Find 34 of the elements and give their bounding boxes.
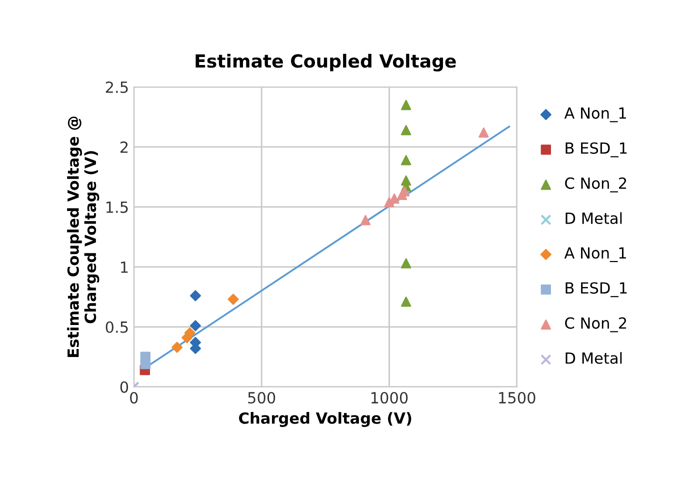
legend-label: B ESD_1 bbox=[566, 282, 627, 298]
x-axis-title: Charged Voltage (V) bbox=[239, 412, 412, 427]
y-tick-label: 2.5 bbox=[106, 81, 128, 94]
y-tick-label: 2 bbox=[120, 141, 128, 153]
point bbox=[478, 127, 489, 138]
legend-label: B ESD_1 bbox=[566, 142, 627, 158]
y-axis-title: Estimate Coupled Voltage @ Charged Voltage (V) bbox=[67, 116, 100, 357]
y-tick-label: 1 bbox=[121, 262, 128, 273]
point bbox=[400, 100, 412, 110]
legend-label: C Non_2 bbox=[565, 177, 626, 192]
point bbox=[228, 294, 239, 305]
point bbox=[190, 290, 201, 302]
point bbox=[400, 155, 412, 166]
legend-label: C Non_2 bbox=[565, 317, 626, 332]
x-tick-label: 500 bbox=[248, 392, 276, 404]
legend-label: D Metal bbox=[566, 212, 622, 224]
legend-label: D Metal bbox=[566, 352, 622, 364]
point bbox=[184, 327, 196, 338]
point bbox=[190, 320, 201, 332]
x-tick-label: 1500 bbox=[499, 392, 536, 404]
y-tick-label: 0.5 bbox=[106, 321, 128, 333]
x-tick-label: 1000 bbox=[371, 392, 408, 404]
point bbox=[400, 258, 412, 268]
point bbox=[400, 125, 412, 136]
point bbox=[360, 215, 371, 226]
y-tick-label: 1.5 bbox=[106, 202, 128, 213]
legend-label: A Non_1 bbox=[564, 107, 626, 122]
point bbox=[400, 296, 412, 307]
point bbox=[140, 352, 150, 362]
y-tick-label: 0 bbox=[120, 381, 128, 393]
point bbox=[172, 342, 183, 353]
chart-title: Estimate Coupled Voltage bbox=[196, 54, 456, 72]
x-tick-label: 0 bbox=[130, 392, 138, 404]
legend-label: A Non_1 bbox=[564, 247, 626, 262]
